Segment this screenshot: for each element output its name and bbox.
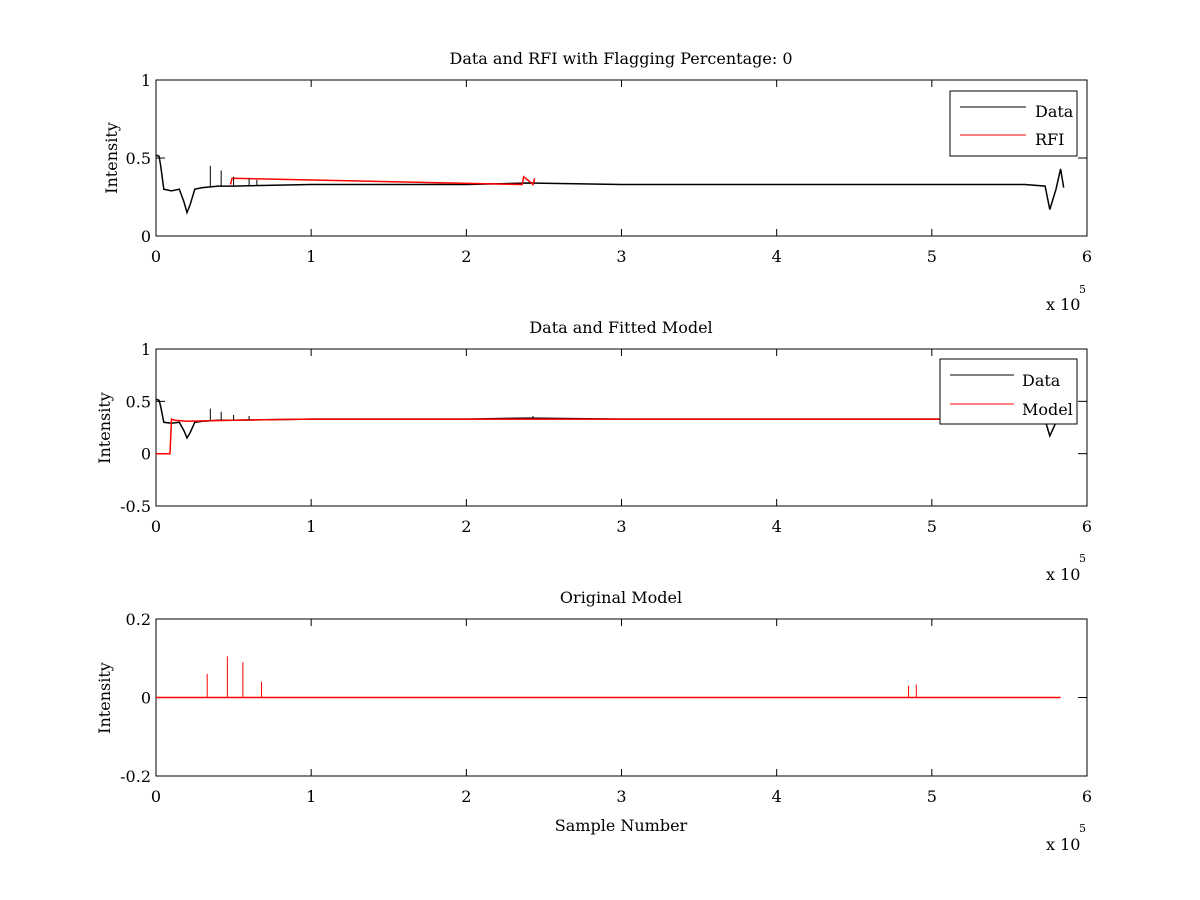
legend-label-data: Data (1022, 371, 1061, 390)
x-tick-label: 4 (772, 517, 782, 536)
y-tick-label: 0.5 (126, 392, 151, 411)
x-tick-label: 5 (927, 787, 937, 806)
x-multiplier-exponent: 5 (1079, 552, 1086, 565)
x-tick-label: 0 (151, 787, 161, 806)
x-multiplier-exponent: 5 (1079, 283, 1086, 296)
y-ticks: -0.5 0 0.5 1 (120, 340, 1087, 516)
series-line-data (155, 154, 1065, 215)
y-ticks: 00.51 (126, 71, 1087, 246)
x-axis-label: Sample Number (555, 816, 688, 835)
y-tick-label: -0.2 (120, 767, 151, 786)
x-tick-label: 0 (151, 247, 161, 266)
series-line-rfi (229, 175, 536, 186)
series-group (156, 656, 1061, 699)
legend-box (939, 358, 1078, 425)
y-axis-label: Intensity (102, 122, 121, 194)
x-ticks: 0 1 2 3 4 5 6 (151, 349, 1092, 536)
legend-label-data: Data (1035, 102, 1074, 121)
plot-area (155, 79, 1088, 237)
x-tick-label: 2 (461, 517, 471, 536)
x-tick-label: 3 (616, 517, 626, 536)
panel-data-rfi: Data and RFI with Flagging Percentage: 0… (102, 49, 1092, 314)
x-multiplier: x 10 (1046, 295, 1080, 314)
legend: Data RFI (949, 90, 1078, 157)
legend-label-model: Model (1022, 400, 1073, 419)
x-tick-label: 6 (1082, 247, 1092, 266)
plot-area (155, 348, 1088, 507)
x-tick-label: 4 (772, 247, 782, 266)
x-multiplier-exponent: 5 (1079, 822, 1086, 835)
legend: Data Model (939, 358, 1078, 425)
x-tick-label: 4 (772, 787, 782, 806)
y-tick-label: 0 (141, 689, 151, 708)
panel-title: Data and Fitted Model (529, 318, 712, 337)
x-multiplier: x 10 (1046, 565, 1080, 584)
x-ticks: 0 1 2 3 4 5 6 (151, 80, 1092, 266)
panel-title: Original Model (560, 588, 682, 607)
y-tick-label: 0 (141, 445, 151, 464)
y-tick-label: 1 (141, 340, 151, 359)
x-tick-label: 2 (461, 787, 471, 806)
y-ticks: -0.2 0 0.2 (120, 610, 1087, 786)
y-tick-label: -0.5 (120, 497, 151, 516)
x-tick-label: 1 (306, 517, 316, 536)
y-tick-label: 0 (141, 227, 151, 246)
x-tick-label: 5 (927, 247, 937, 266)
x-tick-label: 0 (151, 517, 161, 536)
y-axis-label: Intensity (95, 662, 114, 734)
x-tick-label: 6 (1082, 787, 1092, 806)
x-multiplier: x 10 (1046, 835, 1080, 854)
x-ticks: 0 1 2 3 4 5 6 (151, 619, 1092, 806)
x-tick-label: 2 (461, 247, 471, 266)
x-tick-label: 1 (306, 787, 316, 806)
x-tick-label: 6 (1082, 517, 1092, 536)
series-group (155, 154, 1065, 215)
x-tick-label: 3 (616, 787, 626, 806)
x-tick-label: 5 (927, 517, 937, 536)
series-line-model (156, 418, 1025, 455)
legend-box (949, 90, 1078, 157)
panel-title: Data and RFI with Flagging Percentage: 0 (449, 49, 792, 68)
y-tick-label: 0.5 (126, 149, 151, 168)
y-tick-label: 0.2 (126, 610, 151, 629)
x-tick-label: 1 (306, 247, 316, 266)
y-tick-label: 1 (141, 71, 151, 90)
x-tick-label: 3 (616, 247, 626, 266)
y-axis-label: Intensity (95, 392, 114, 464)
legend-label-rfi: RFI (1035, 130, 1064, 149)
